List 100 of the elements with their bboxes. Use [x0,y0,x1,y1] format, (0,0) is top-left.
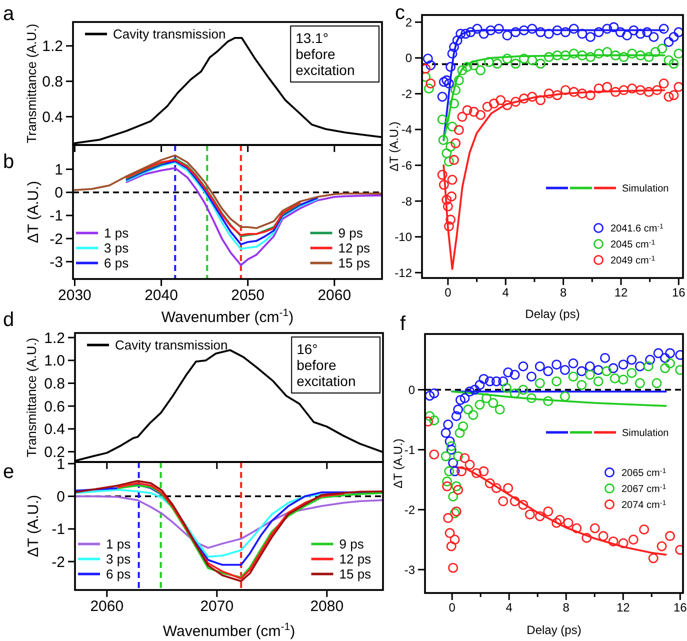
point [510,27,521,38]
y-tick-label: -10 [394,230,412,244]
point [563,518,574,528]
y-tick-label: 0 [56,488,65,506]
point [503,367,514,378]
point [626,354,637,365]
point [602,24,612,34]
point [447,48,458,59]
legend-label: 6 ps [106,566,132,582]
point [454,428,465,438]
point [544,88,554,99]
point [457,65,468,76]
y-tick-label: 0.4 [44,421,65,438]
point [481,393,492,404]
point [635,85,646,96]
point [643,361,654,372]
y-axis-title: ΔT (A.U.) [25,180,42,244]
point [644,86,654,97]
point [442,194,452,205]
y-tick-label: -3 [50,254,63,271]
point [502,382,512,393]
point [590,523,600,534]
point [450,466,460,476]
legend-label: 2049 cm$^{-1}$ [610,255,656,266]
point [510,96,521,107]
point [572,523,582,534]
point [518,25,529,36]
point [568,48,579,59]
point [602,366,612,376]
point [576,366,587,376]
point [518,361,528,372]
point [453,404,464,415]
line-series [74,154,382,230]
annotation: 13.1° before excitation [296,30,355,78]
point [494,24,504,34]
x-axis-title: Delay (ps) [525,307,580,321]
x-tick-label: 16 [672,286,686,300]
point [488,98,499,109]
point [426,60,436,70]
x-tick-label: 2080 [310,598,344,615]
legend-label: 12 ps [339,552,372,567]
point [492,58,502,69]
point [608,536,618,546]
point [447,122,458,132]
point [544,52,554,62]
point [568,358,578,368]
point [438,135,448,146]
point [536,27,546,38]
point [460,453,470,464]
point [502,30,512,40]
point [449,42,460,52]
point [582,532,592,543]
point [453,451,464,462]
y-tick-label: -6 [401,158,412,172]
point [577,88,588,99]
x-tick-label: 8 [562,600,570,615]
y-tick-label: 1 [56,456,65,473]
x-tick-label: 2030 [58,287,92,304]
x-tick-label: 8 [560,286,567,300]
y-tick-label: 1.2 [42,38,63,56]
point [518,500,528,510]
point [502,100,512,110]
point [498,496,508,506]
point [552,90,562,100]
text: d [3,309,14,331]
legend-label: 6 ps [104,256,130,271]
point [552,50,562,60]
point [502,54,512,64]
point [437,170,448,180]
point [593,364,604,375]
point [454,75,464,86]
point [446,214,456,225]
point [518,384,528,395]
point [600,352,610,363]
point [526,372,536,382]
y-tick-label: -2 [404,502,416,517]
point [664,55,674,66]
point [608,22,619,32]
x-tick-label: 4 [502,286,510,300]
point [462,105,472,116]
legend-label: Cavity transmission [115,338,228,353]
x-tick-label: 2050 [231,287,265,304]
y-tick-label: 2 [405,15,412,30]
point [429,388,440,398]
y-axis-title: Transmittance (A.U.) [24,24,39,144]
point [452,35,462,46]
point [668,90,679,100]
point [446,441,456,452]
point [626,368,637,378]
point [635,50,646,60]
point [446,191,457,202]
point [429,415,440,426]
y-tick-label: 0.8 [42,74,63,91]
point [665,358,676,368]
point [660,352,670,363]
point [618,52,629,62]
point [658,24,669,34]
point [425,390,435,401]
point [615,27,626,38]
x-axis-title: Wavenumber (cm$^{-1}$) [161,307,294,326]
